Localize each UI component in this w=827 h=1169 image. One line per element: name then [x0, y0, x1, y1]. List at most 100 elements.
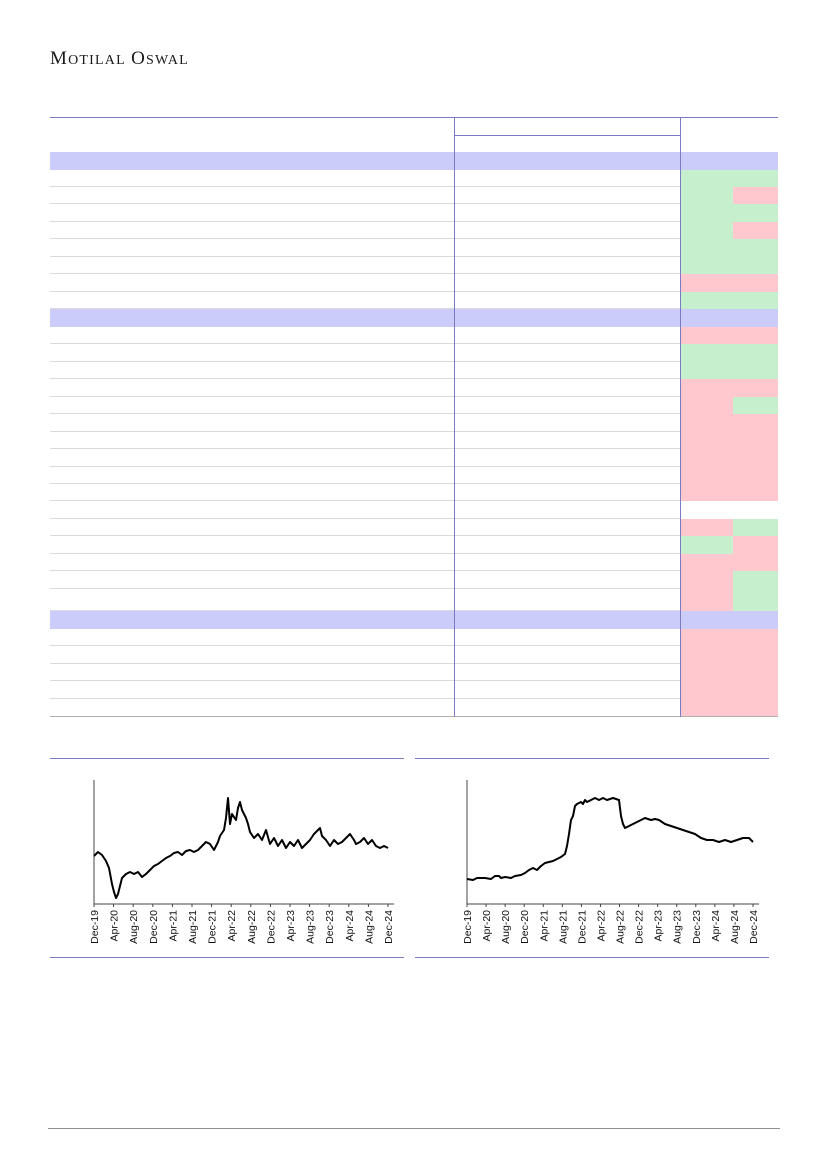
x-tick-label: Aug-24: [729, 910, 741, 944]
positive-flag-cell: [733, 344, 778, 362]
row-divider: [50, 203, 681, 204]
row-divider: [50, 535, 681, 536]
x-tick-label: Apr-21: [167, 910, 179, 942]
negative-flag-cell: [681, 519, 733, 536]
row-divider: [50, 570, 681, 571]
row-divider: [50, 343, 681, 344]
negative-flag-cell: [681, 449, 733, 467]
row-divider: [50, 588, 681, 589]
negative-flag-cell: [681, 646, 733, 664]
x-tick-label: Dec-20: [148, 910, 160, 944]
positive-flag-cell: [681, 292, 733, 309]
negative-flag-cell: [681, 397, 733, 414]
negative-flag-cell: [681, 327, 733, 344]
negative-flag-cell: [733, 414, 778, 432]
positive-flag-cell: [681, 344, 733, 362]
chart-bottom-rule: [50, 957, 404, 958]
positive-flag-cell: [733, 170, 778, 187]
x-tick-label: Apr-20: [109, 910, 121, 942]
x-tick-label: Dec-22: [634, 910, 646, 944]
row-divider: [50, 256, 681, 257]
x-tick-label: Aug-23: [305, 910, 317, 944]
row-divider: [50, 273, 681, 274]
row-divider: [50, 413, 681, 414]
x-tick-label: Dec-21: [576, 910, 588, 944]
negative-flag-cell: [681, 664, 733, 681]
table-subheader-rule: [455, 135, 681, 136]
x-tick-label: Aug-22: [246, 910, 258, 944]
x-tick-label: Aug-20: [128, 910, 140, 944]
x-tick-label: Aug-22: [615, 910, 627, 944]
x-tick-label: Aug-21: [187, 910, 199, 944]
negative-flag-cell: [681, 467, 733, 484]
row-divider: [50, 378, 681, 379]
x-tick-label: Dec-23: [691, 910, 703, 944]
row-divider: [50, 431, 681, 432]
negative-flag-cell: [733, 222, 778, 239]
positive-flag-cell: [681, 222, 733, 239]
positive-flag-cell: [681, 239, 733, 257]
brand-logo: MOTILAL OSWAL: [50, 48, 189, 69]
negative-flag-cell: [733, 554, 778, 571]
row-divider: [50, 238, 681, 239]
positive-flag-cell: [681, 362, 733, 379]
positive-flag-cell: [733, 519, 778, 536]
x-tick-label: Dec-20: [519, 910, 531, 944]
negative-flag-cell: [681, 379, 733, 397]
positive-flag-cell: [733, 397, 778, 414]
x-tick-label: Aug-24: [363, 910, 375, 944]
negative-flag-cell: [681, 432, 733, 449]
positive-flag-cell: [681, 170, 733, 187]
negative-flag-cell: [733, 484, 778, 501]
negative-flag-cell: [733, 467, 778, 484]
negative-flag-cell: [733, 699, 778, 717]
x-tick-label: Aug-21: [557, 910, 569, 944]
negative-flag-cell: [681, 681, 733, 699]
row-divider: [50, 553, 681, 554]
chart-axis: [93, 780, 394, 905]
positive-flag-cell: [733, 589, 778, 611]
table-bottom-rule: [50, 716, 778, 717]
left-chart-panel: Dec-19 Apr-20 Aug-20 Dec-20 Apr-21 Aug-21 Dec-…: [50, 758, 404, 958]
x-tick-label: Apr-21: [538, 910, 550, 942]
chart-top-rule: [415, 758, 769, 759]
price-line: [93, 797, 389, 899]
negative-flag-cell: [733, 187, 778, 204]
price-line: [466, 797, 754, 881]
x-tick-label: Apr-22: [595, 910, 607, 942]
negative-flag-cell: [733, 449, 778, 467]
chart-top-rule: [50, 758, 404, 759]
negative-flag-cell: [733, 432, 778, 449]
row-divider: [50, 448, 681, 449]
row-divider: [50, 308, 681, 309]
chart-bottom-rule: [415, 957, 769, 958]
x-tick-label: Apr-23: [285, 910, 297, 942]
row-divider: [50, 518, 681, 519]
positive-flag-cell: [733, 571, 778, 589]
x-tick-label: Apr-20: [481, 910, 493, 942]
left-line-chart: Dec-19 Apr-20 Aug-20 Dec-20 Apr-21 Aug-21 Dec-…: [89, 780, 395, 944]
negative-flag-cell: [733, 629, 778, 646]
negative-flag-cell: [733, 536, 778, 554]
row-divider: [50, 645, 681, 646]
row-divider: [50, 291, 681, 292]
table-top-rule: [50, 117, 778, 118]
x-tick-label: Dec-22: [265, 910, 277, 944]
negative-flag-cell: [681, 554, 733, 571]
positive-flag-cell: [681, 257, 733, 274]
x-tick-label: Dec-24: [383, 910, 395, 944]
negative-flag-cell: [681, 699, 733, 717]
negative-flag-cell: [681, 571, 733, 589]
x-tick-label: Dec-24: [748, 910, 760, 944]
negative-flag-cell: [733, 274, 778, 292]
column-separator: [454, 117, 455, 717]
row-divider: [50, 698, 681, 699]
negative-flag-cell: [733, 379, 778, 397]
row-divider: [50, 361, 681, 362]
positive-flag-cell: [733, 292, 778, 309]
negative-flag-cell: [681, 589, 733, 611]
positive-flag-cell: [733, 362, 778, 379]
x-tick-label: Dec-23: [324, 910, 336, 944]
section-header-band: [50, 309, 778, 327]
negative-flag-cell: [733, 646, 778, 664]
